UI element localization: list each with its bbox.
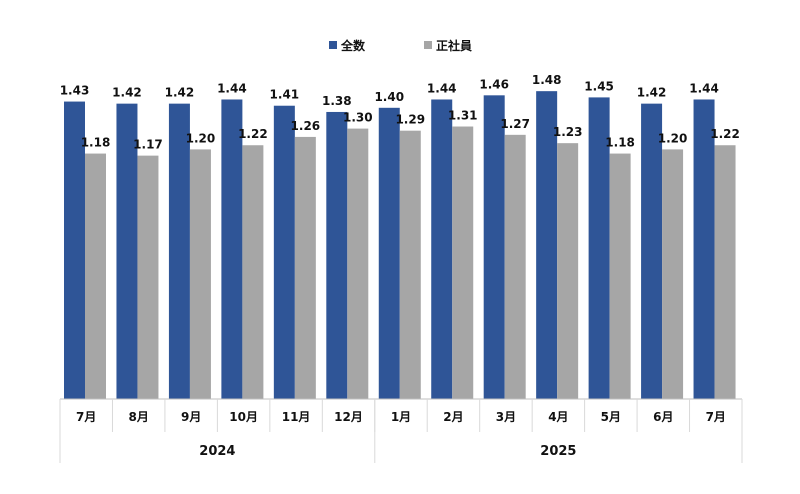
data-label: 1.42	[112, 86, 142, 100]
data-label: 1.42	[637, 86, 667, 100]
bar-zensu	[431, 99, 453, 399]
data-label: 1.18	[81, 136, 111, 150]
x-tick-label: 9月	[181, 410, 201, 424]
legend-swatch-seishain	[424, 41, 432, 49]
bar-zensu	[536, 91, 558, 399]
data-label: 1.29	[395, 113, 425, 127]
bar-seishain	[504, 134, 526, 399]
x-tick-label: 12月	[334, 410, 363, 424]
legend: 全数 正社員	[329, 38, 472, 53]
bar-seishain	[452, 126, 474, 400]
data-label: 1.22	[710, 127, 740, 141]
bar-seishain	[85, 153, 106, 399]
year-label: 2024	[199, 444, 235, 459]
data-label: 1.44	[427, 81, 457, 95]
data-label: 1.17	[133, 138, 163, 152]
data-label: 1.42	[165, 86, 195, 100]
bar-seishain	[662, 149, 684, 399]
legend-swatch-zensu	[329, 41, 337, 49]
bar-zensu	[221, 99, 243, 399]
x-tick-label: 1月	[391, 410, 411, 424]
data-label: 1.40	[374, 90, 404, 104]
bar-zensu	[641, 103, 663, 399]
bar-zensu	[693, 99, 715, 399]
x-tick-label: 10月	[229, 410, 258, 424]
x-tick-label: 11月	[282, 410, 311, 424]
data-label: 1.23	[553, 125, 583, 139]
data-label: 1.20	[186, 131, 216, 145]
bar-zensu	[378, 107, 400, 400]
bars: 1.43 1.18 1.42 1.17 1.42 1.20 1.44 1.22 1.41 1.26…	[60, 73, 740, 400]
data-label: 1.44	[689, 81, 719, 95]
bar-seishain	[242, 145, 264, 399]
bar-seishain	[294, 136, 316, 400]
bar-seishain	[557, 143, 579, 399]
x-tick-label: 7月	[76, 410, 96, 424]
data-label: 1.18	[605, 136, 635, 150]
data-label: 1.43	[60, 84, 90, 98]
data-label: 1.38	[322, 94, 352, 108]
x-tick-label: 3月	[496, 410, 516, 424]
data-label: 1.41	[270, 88, 300, 102]
x-tick-label: 6月	[653, 410, 673, 424]
bar-zensu	[64, 101, 85, 399]
data-label: 1.26	[291, 119, 321, 133]
x-tick-label: 8月	[129, 410, 149, 424]
x-tick-label: 2月	[443, 410, 463, 424]
data-label: 1.48	[532, 73, 562, 87]
bar-seishain	[714, 145, 736, 399]
x-tick-label: 7月	[706, 410, 726, 424]
data-label: 1.31	[448, 109, 478, 123]
bar-seishain	[347, 128, 369, 399]
x-axis: 7月 8月 9月 10月 11月 12月 1月 2月 3月 4月 5月 6月 7月 2024 2025	[59, 398, 743, 463]
data-label: 1.27	[500, 117, 530, 131]
legend-label: 全数	[340, 38, 366, 53]
bar-zensu	[168, 103, 190, 399]
x-tick-label: 4月	[548, 410, 568, 424]
data-label: 1.30	[343, 111, 373, 125]
bar-seishain	[137, 155, 159, 399]
data-label: 1.44	[217, 81, 247, 95]
year-label: 2025	[540, 444, 576, 459]
bar-zensu	[588, 97, 610, 400]
bar-zensu	[326, 111, 348, 400]
data-label: 1.46	[479, 77, 509, 91]
bar-seishain	[609, 153, 631, 399]
data-label: 1.45	[584, 79, 614, 93]
x-tick-label: 5月	[601, 410, 621, 424]
bar-zensu	[483, 95, 505, 399]
bar-seishain	[189, 149, 211, 399]
bar-zensu	[273, 105, 295, 399]
data-label: 1.22	[238, 127, 268, 141]
data-label: 1.20	[658, 131, 688, 145]
legend-label: 正社員	[436, 38, 472, 53]
bar-zensu	[116, 103, 138, 399]
bar-seishain	[399, 130, 421, 399]
